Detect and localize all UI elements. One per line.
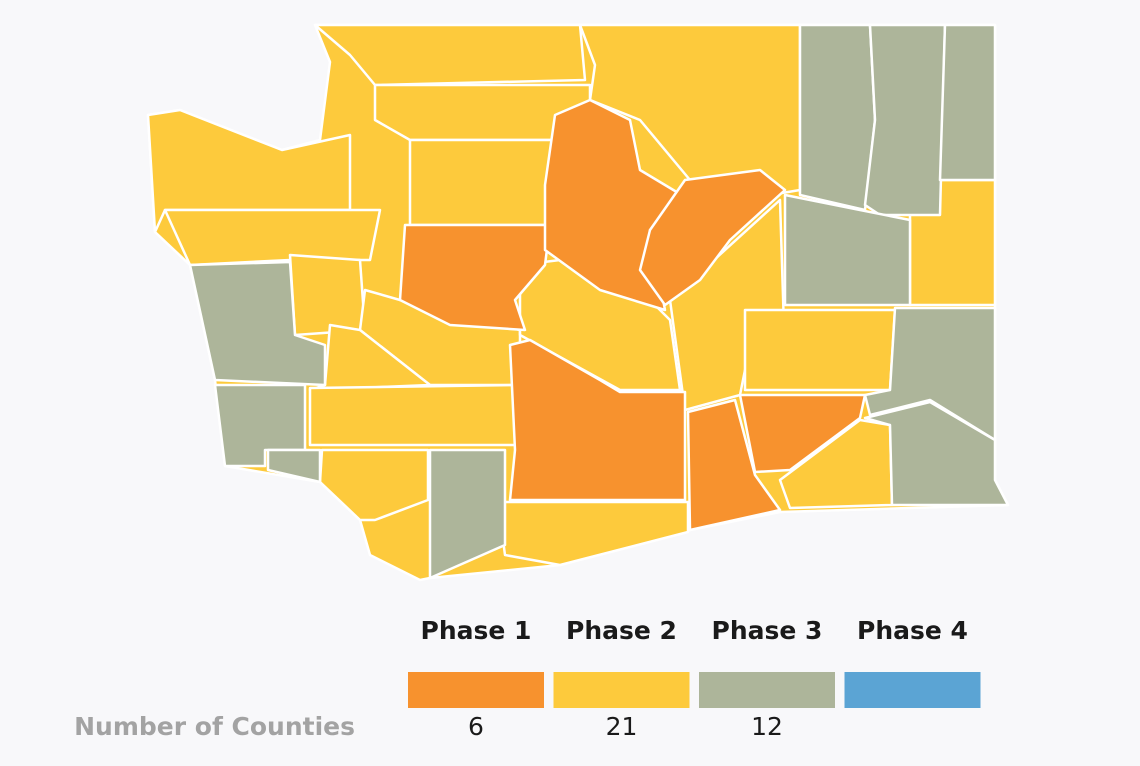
county: [798, 23, 877, 212]
state-map: [146, 23, 1010, 582]
county: [308, 383, 522, 447]
county: [938, 23, 997, 182]
county: [863, 400, 1010, 507]
county: [743, 308, 897, 392]
county: [738, 393, 867, 474]
county: [288, 253, 367, 337]
county: [783, 193, 912, 307]
legend: Number of Counties Phase 1 6 Phase 2 21 Phas…: [74, 616, 981, 741]
legend-swatch: [553, 672, 690, 708]
county: [428, 448, 507, 580]
county: [163, 208, 382, 267]
county: [146, 108, 352, 234]
legend-phase-label: Phase 4: [857, 616, 968, 645]
legend-swatch: [408, 672, 544, 708]
county: [266, 448, 322, 484]
legend-count: 21: [606, 712, 638, 741]
county: [863, 23, 947, 217]
legend-phase-label: Phase 2: [566, 616, 677, 645]
legend-phase-label: Phase 1: [421, 616, 532, 645]
county: [496, 500, 690, 567]
legend-swatch: [844, 672, 981, 708]
county: [508, 338, 687, 502]
county: [213, 383, 307, 468]
legend-count: 12: [751, 712, 783, 741]
county: [313, 23, 587, 87]
legend-swatch: [699, 672, 835, 708]
legend-phase-label: Phase 3: [712, 616, 823, 645]
county: [863, 306, 997, 442]
legend-row-label: Number of Counties: [74, 712, 355, 741]
county: [408, 138, 562, 227]
county: [188, 260, 327, 387]
county: [686, 398, 782, 532]
county: [638, 168, 787, 307]
legend-count: 6: [468, 712, 484, 741]
